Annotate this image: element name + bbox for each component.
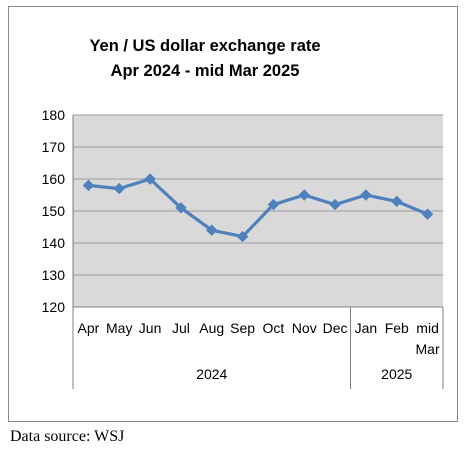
x-tick-label: Jan [355,320,378,336]
x-tick-label: mid [416,320,439,336]
x-tick-label: Aug [199,320,224,336]
x-tick-label: Jul [172,320,190,336]
x-tick-label: Mar [416,341,440,357]
x-tick-label: Dec [323,320,348,336]
data-point-marker [206,224,218,236]
y-tick-label: 160 [42,171,66,187]
data-point-marker [298,189,310,201]
data-point-marker [175,202,187,214]
y-tick-label: 120 [42,299,66,315]
chart-frame: Yen / US dollar exchange rate Apr 2024 - … [8,6,458,422]
data-point-marker [144,173,156,185]
y-tick-label: 140 [42,235,66,251]
x-tick-label: Oct [263,320,285,336]
data-point-marker [421,208,434,220]
x-tick-label: Feb [385,320,409,336]
data-point-marker [236,230,249,243]
series-line [86,177,430,239]
x-tick-label: May [106,320,132,336]
y-tick-label: 130 [42,267,66,283]
y-tick-label: 180 [42,107,66,123]
x-tick-label: Apr [78,320,100,336]
x-tick-label: Sep [230,320,255,336]
data-source-note: Data source: WSJ [10,428,125,445]
year-group-label: 2024 [196,366,227,382]
x-tick-label: Jun [139,320,162,336]
y-tick-label: 150 [42,203,66,219]
data-point-marker [360,189,372,201]
x-tick-label: Nov [292,320,317,336]
data-point-marker [113,182,125,195]
chart-title-line: Yen / US dollar exchange rate [89,37,320,55]
line-chart: Yen / US dollar exchange rate Apr 2024 - … [42,37,444,389]
chart-title-line: Apr 2024 - mid Mar 2025 [111,62,300,80]
data-point-marker [329,198,341,211]
year-group-label: 2025 [381,366,412,382]
data-point-marker [82,179,95,192]
y-tick-label: 170 [42,139,66,155]
data-point-marker [391,195,403,208]
data-point-marker [267,198,280,211]
